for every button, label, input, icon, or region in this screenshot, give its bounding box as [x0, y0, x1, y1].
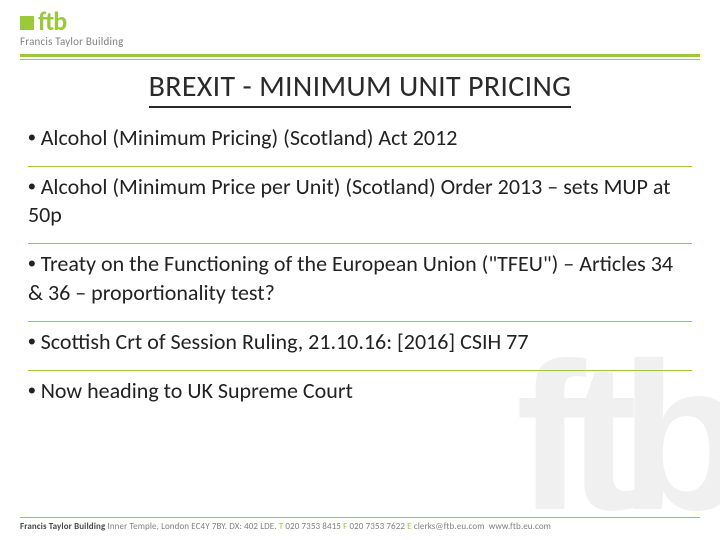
slide-body: • Alcohol (Minimum Pricing) (Scotland) A…	[0, 108, 720, 419]
footer-rule	[20, 517, 700, 518]
footer-f-label: F	[343, 521, 347, 532]
footer-t-val: 020 7353 8415	[285, 521, 341, 532]
bullet-item: • Now heading to UK Supreme Court	[28, 371, 692, 419]
logo-text: ftb	[38, 8, 66, 34]
header-rule-thick	[20, 54, 700, 57]
footer-f-val: 020 7353 7622	[349, 521, 405, 532]
bullet-text: Alcohol (Minimum Price per Unit) (Scotla…	[28, 173, 671, 228]
logo-subtitle: Francis Taylor Building	[20, 35, 700, 48]
header: ftb Francis Taylor Building	[0, 0, 720, 60]
footer-e-val: clerks@ftb.eu.com	[414, 521, 485, 532]
bullet-text: Scottish Crt of Session Ruling, 21.10.16…	[36, 328, 529, 355]
footer-name: Francis Taylor Building	[20, 521, 105, 532]
footer-address: Inner Temple, London EC4Y 7BY. DX: 402 L…	[107, 521, 276, 532]
footer-text: Francis Taylor Building Inner Temple, Lo…	[0, 521, 720, 540]
bullet-text: Now heading to UK Supreme Court	[41, 377, 353, 404]
bullet-item: • Treaty on the Functioning of the Europ…	[28, 244, 692, 321]
bullet-text: Alcohol (Minimum Pricing) (Scotland) Act…	[41, 124, 458, 151]
footer-t-label: T	[279, 521, 284, 532]
bullet-item: • Alcohol (Minimum Price per Unit) (Scot…	[28, 167, 692, 244]
bullet-text: Treaty on the Functioning of the Europea…	[28, 250, 673, 305]
logo-box-icon	[20, 16, 34, 30]
footer: Francis Taylor Building Inner Temple, Lo…	[0, 517, 720, 540]
logo: ftb	[20, 8, 700, 34]
bullet-item: • Scottish Crt of Session Ruling, 21.10.…	[28, 322, 692, 371]
bullet-item: • Alcohol (Minimum Pricing) (Scotland) A…	[28, 118, 692, 167]
footer-e-label: E	[407, 521, 412, 532]
slide-title: BREXIT - MINIMUM UNIT PRICING	[149, 68, 572, 108]
footer-web: www.ftb.eu.com	[489, 521, 551, 532]
